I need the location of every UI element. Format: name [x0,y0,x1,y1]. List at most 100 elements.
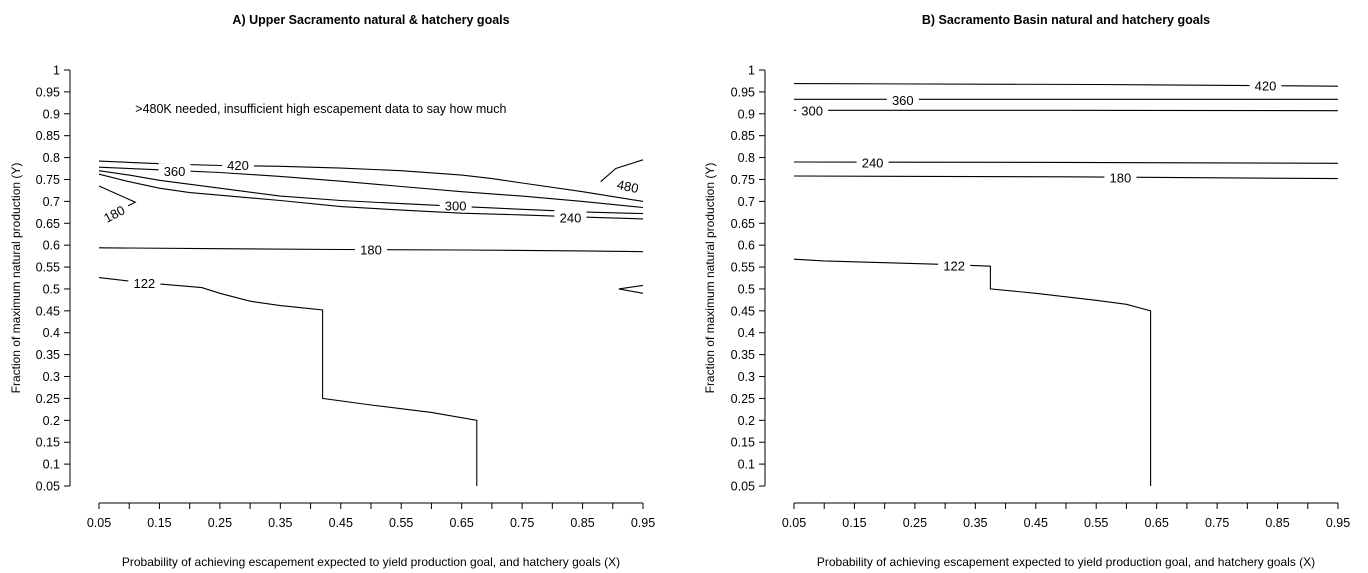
y-tick-label: 0.85 [36,129,60,143]
y-axis-label: Fraction of maximum natural production (… [9,163,23,394]
contour-line [98,173,644,220]
y-tick-label: 0.9 [738,107,755,121]
y-tick-label: 0.55 [731,261,755,275]
contour-line [98,170,644,215]
y-tick-label: 0.7 [43,195,60,209]
y-tick-label: 0.8 [43,151,60,165]
y-tick-label: 0.15 [36,436,60,450]
x-tick-label: 0.95 [631,516,655,530]
y-tick-label: 0.3 [43,370,60,384]
contour-line [98,277,478,486]
y-tick-label: 0.4 [738,326,755,340]
contour-label: 360 [164,164,186,179]
contour-label: 480 [616,177,640,196]
contour-label: 300 [801,104,823,119]
chart-panel-b: B) Sacramento Basin natural and hatchery… [703,13,1350,569]
contour-label: 240 [862,155,884,170]
contour-label-bg [1249,77,1282,94]
x-axis-label: Probability of achieving escapement expe… [817,555,1315,569]
contour-label-bg [796,102,829,119]
x-tick-label: 0.45 [329,516,353,530]
contour-label-bg [1104,169,1137,186]
y-tick-label: 1 [748,64,755,78]
contour-label-bg [938,257,971,274]
contour-label: 360 [892,93,914,108]
x-tick-label: 0.05 [782,516,806,530]
contour-label-bg [554,209,587,226]
x-tick-label: 0.15 [842,516,866,530]
y-tick-label: 0.25 [731,392,755,406]
contour-label-bg [158,163,191,180]
y-tick-label: 0.35 [36,348,60,362]
y-tick-label: 0.05 [731,480,755,494]
contour-line [793,175,1339,180]
x-tick-label: 0.35 [268,516,292,530]
x-tick-label: 0.65 [449,516,473,530]
y-tick-label: 0.1 [43,458,60,472]
contour-label: 180 [1110,170,1132,185]
x-tick-label: 0.65 [1144,516,1168,530]
x-tick-label: 0.75 [1205,516,1229,530]
contour-label-bg [439,197,472,214]
x-tick-label: 0.25 [903,516,927,530]
y-tick-label: 0.8 [738,151,755,165]
y-tick-label: 0.95 [36,85,60,99]
x-tick-label: 0.85 [570,516,594,530]
contour-label-bg [355,241,387,258]
contour-label: 122 [943,258,965,273]
x-tick-label: 0.45 [1024,516,1048,530]
contour-label-bg [886,91,919,108]
x-tick-label: 0.35 [963,516,987,530]
contour-label-bg [856,154,889,171]
contour-label-bg [96,199,132,229]
y-tick-label: 0.65 [36,217,60,231]
y-tick-label: 0.35 [731,348,755,362]
y-tick-label: 0.95 [731,85,755,99]
y-tick-label: 0.65 [731,217,755,231]
contour-line [618,284,644,294]
contour-line [98,247,644,253]
contour-line [98,160,644,202]
x-tick-label: 0.95 [1326,516,1350,530]
contour-line [793,258,1152,486]
contour-line [600,159,644,183]
x-tick-label: 0.05 [87,516,111,530]
y-tick-label: 0.2 [738,414,755,428]
contour-label-bg [222,157,255,174]
contour-label-bg [610,174,646,198]
contour-label: 240 [560,211,582,226]
chart-panel-a: A) Upper Sacramento natural & hatchery g… [9,13,655,569]
y-axis-label: Fraction of maximum natural production (… [703,163,717,394]
y-tick-label: 0.05 [36,480,60,494]
y-tick-label: 0.45 [731,304,755,318]
contour-label: 420 [227,158,249,173]
chart-title: B) Sacramento Basin natural and hatchery… [922,13,1210,27]
y-tick-label: 0.25 [36,392,60,406]
x-tick-label: 0.25 [208,516,232,530]
x-axis-label: Probability of achieving escapement expe… [122,555,620,569]
y-tick-label: 1 [53,64,60,78]
y-tick-label: 0.4 [43,326,60,340]
x-tick-label: 0.15 [147,516,171,530]
contour-label: 180 [360,243,382,258]
y-tick-label: 0.2 [43,414,60,428]
x-tick-label: 0.55 [389,516,413,530]
contour-label: 300 [445,199,467,214]
y-tick-label: 0.6 [43,239,60,253]
y-tick-label: 0.55 [36,261,60,275]
contour-label: 420 [1255,78,1277,93]
y-tick-label: 0.3 [738,370,755,384]
y-tick-label: 0.1 [738,458,755,472]
chart-title: A) Upper Sacramento natural & hatchery g… [232,13,509,27]
y-tick-label: 0.5 [738,282,755,296]
y-tick-label: 0.7 [738,195,755,209]
x-tick-label: 0.85 [1265,516,1289,530]
y-tick-label: 0.9 [43,107,60,121]
y-tick-label: 0.45 [36,304,60,318]
y-tick-label: 0.75 [731,173,755,187]
y-tick-label: 0.75 [36,173,60,187]
contour-label: 122 [133,276,155,291]
chart-annotation: >480K needed, insufficient high escapeme… [135,102,506,116]
y-tick-label: 0.5 [43,282,60,296]
